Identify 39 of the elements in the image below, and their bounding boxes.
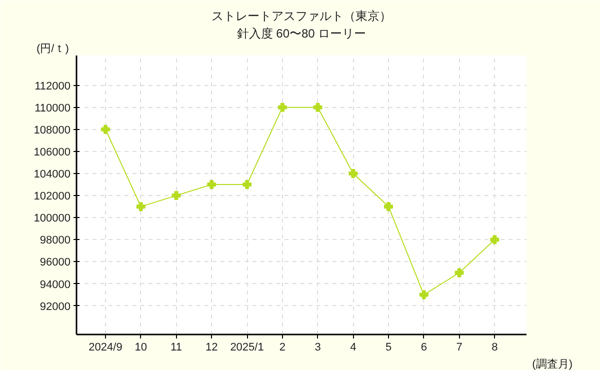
x-axis-title: (調査月) — [532, 358, 572, 370]
y-axis-title: (円/ｔ) — [36, 43, 69, 55]
y-tick-label: 110000 — [34, 102, 70, 114]
y-tick-label: 106000 — [34, 146, 71, 158]
x-tick-label: 5 — [385, 342, 392, 354]
point — [242, 180, 252, 190]
point — [490, 235, 500, 244]
point — [207, 180, 216, 190]
x-tick-label: 7 — [456, 342, 462, 354]
point — [419, 290, 428, 300]
point — [454, 268, 464, 278]
y-tick-label: 100000 — [34, 212, 71, 225]
point — [313, 102, 322, 112]
y-tick-label: 94000 — [40, 278, 71, 291]
y-tick-label: 112000 — [34, 80, 70, 92]
point — [278, 102, 287, 112]
y-tick-label: 96000 — [40, 256, 71, 269]
x-tick-label: 3 — [314, 342, 321, 354]
x-tick-label: 2024/9 — [88, 342, 122, 354]
point — [101, 124, 110, 134]
x-tick-label: 10 — [134, 342, 148, 354]
x-tick-label: 12 — [206, 342, 218, 354]
x-tick-label: 8 — [492, 342, 498, 354]
point — [172, 191, 181, 200]
chart-title: ストレートアスファルト（東京） — [212, 9, 392, 23]
y-tick-label: 102000 — [34, 190, 71, 203]
x-tick-label: 6 — [420, 342, 427, 354]
y-tick-label: 92000 — [40, 300, 71, 313]
point — [384, 202, 394, 212]
y-tick-label: 104000 — [34, 168, 71, 180]
point — [348, 168, 358, 178]
y-tick-label: 108000 — [34, 124, 71, 136]
y-tick-label: 98000 — [40, 234, 71, 247]
chart-subtitle: 針入度 60〜80 ローリー — [236, 26, 366, 40]
x-tick-label: 2025/1 — [230, 342, 264, 354]
x-tick-label: 2 — [279, 342, 286, 354]
point — [136, 202, 146, 212]
x-tick-label: 11 — [170, 342, 182, 354]
x-tick-label: 4 — [350, 342, 356, 354]
